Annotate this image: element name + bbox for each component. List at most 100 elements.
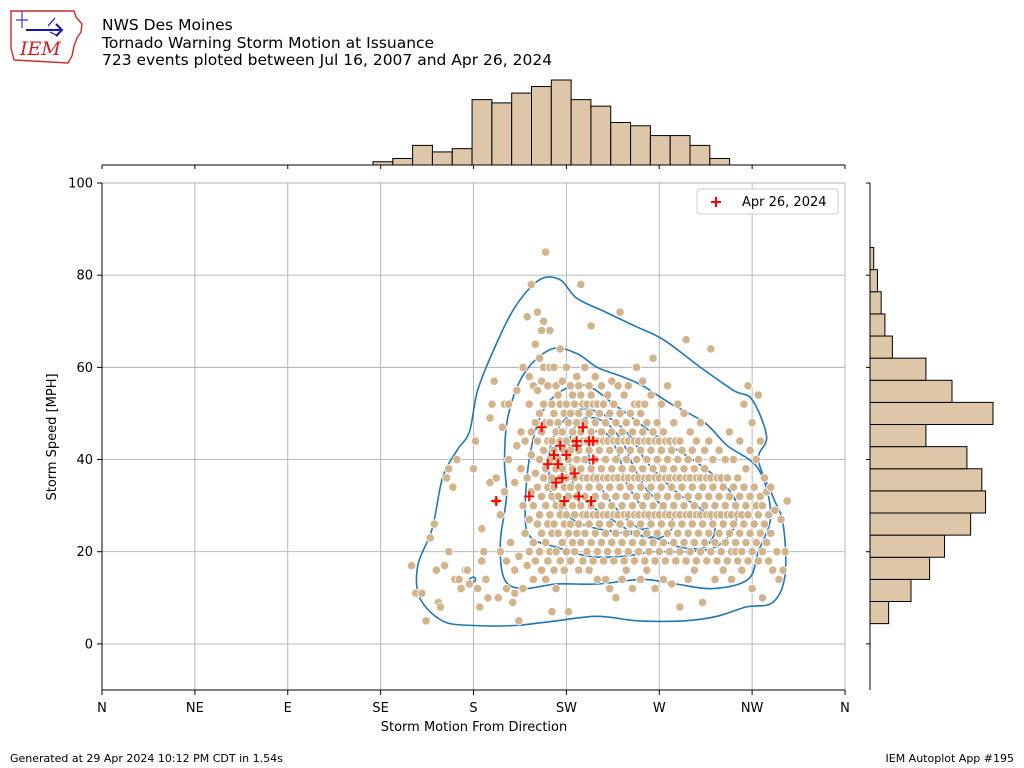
data-point-320 (625, 482, 635, 492)
data-point-418 (671, 556, 681, 566)
data-point-406 (664, 547, 675, 557)
data-point-190 (574, 565, 584, 575)
data-point-67 (524, 399, 534, 409)
data-point-376 (650, 556, 660, 566)
data-point-22 (470, 436, 481, 446)
data-point-121 (547, 473, 557, 483)
data-point-60 (520, 528, 530, 538)
data-point-31 (485, 413, 495, 423)
legend-label: Apr 26, 2024 (742, 195, 827, 210)
data-point-114 (545, 510, 555, 520)
data-point-0 (406, 560, 417, 571)
data-point-39 (497, 422, 507, 432)
data-point-551 (753, 510, 763, 520)
data-point-473 (700, 464, 710, 474)
data-point-486 (708, 482, 718, 492)
data-point-222 (584, 381, 594, 391)
data-point-285 (611, 491, 621, 502)
data-point-361 (642, 418, 652, 428)
data-point-112 (543, 556, 553, 566)
data-point-62 (522, 560, 532, 571)
data-point-437 (679, 408, 689, 419)
data-point-245 (594, 519, 604, 529)
data-point-564 (764, 510, 774, 520)
data-point-106 (541, 247, 551, 257)
data-point-35 (491, 473, 501, 483)
data-point-539 (745, 528, 755, 538)
data-point-253 (596, 381, 607, 391)
data-point-503 (720, 537, 730, 548)
speed-bar-3 (869, 534, 946, 558)
data-point-345 (636, 445, 646, 455)
data-point-309 (621, 528, 631, 538)
data-point-394 (658, 501, 668, 511)
data-point-221 (584, 408, 594, 419)
data-point-461 (693, 528, 704, 538)
data-point-132 (551, 547, 561, 557)
data-point-251 (596, 464, 607, 474)
y-tick-label-4: 80 (76, 269, 93, 284)
data-point-531 (739, 482, 749, 492)
data-point-234 (590, 528, 600, 538)
data-point-327 (627, 583, 638, 594)
data-point-278 (607, 376, 617, 386)
data-point-50 (510, 477, 520, 488)
data-point-525 (735, 491, 745, 502)
data-point-82 (532, 482, 543, 492)
data-point-51 (512, 441, 522, 451)
data-point-12 (444, 464, 454, 474)
data-point-136 (551, 381, 561, 391)
y-tick-label-2: 40 (76, 453, 93, 468)
data-point-65 (524, 547, 534, 557)
data-point-526 (735, 436, 745, 446)
data-point-5 (429, 519, 439, 529)
data-point-449 (685, 427, 695, 437)
data-point-362 (642, 565, 652, 575)
data-point-10 (442, 473, 452, 483)
data-point-488 (710, 537, 720, 548)
data-point-346 (636, 408, 646, 419)
data-point-38 (495, 510, 505, 520)
data-point-286 (611, 454, 621, 465)
data-point-351 (638, 427, 648, 437)
data-point-398 (660, 556, 671, 566)
data-point-174 (565, 381, 576, 391)
data-point-338 (634, 547, 644, 557)
data-point-360 (642, 454, 652, 465)
data-point-481 (706, 547, 716, 557)
x-tick-label-5: SW (556, 701, 577, 716)
data-point-395 (658, 464, 668, 474)
data-point-335 (631, 454, 642, 465)
data-point-148 (557, 537, 567, 548)
data-point-527 (737, 547, 747, 557)
data-point-370 (646, 390, 656, 400)
data-point-250 (596, 501, 607, 511)
speed-bar-2 (869, 556, 931, 580)
data-point-131 (551, 583, 561, 594)
highlight-point-6 (561, 449, 572, 460)
legend-marker (711, 197, 721, 207)
data-point-13 (448, 482, 458, 492)
highlight-point-3 (553, 459, 564, 470)
data-point-544 (747, 583, 757, 594)
data-point-549 (751, 454, 761, 465)
data-point-494 (714, 528, 724, 538)
data-point-264 (603, 547, 613, 557)
data-point-77 (530, 468, 541, 478)
data-point-274 (607, 537, 617, 548)
data-point-66 (524, 514, 534, 525)
data-point-229 (588, 556, 598, 566)
data-point-57 (518, 583, 528, 594)
data-point-392 (656, 399, 666, 409)
data-point-244 (592, 574, 602, 584)
data-point-547 (751, 537, 761, 548)
legend-cross-icon (711, 197, 721, 207)
data-point-302 (617, 427, 627, 437)
data-point-514 (726, 574, 737, 584)
highlight-point-7 (569, 468, 580, 479)
data-point-318 (623, 381, 633, 391)
data-point-122 (547, 436, 557, 446)
data-point-53 (514, 551, 524, 561)
data-point-532 (739, 399, 749, 409)
